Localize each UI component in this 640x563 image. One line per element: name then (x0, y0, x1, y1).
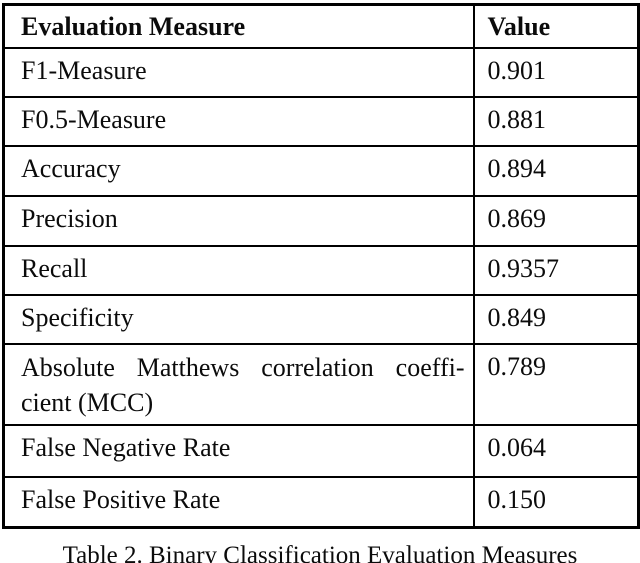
table-row-f1: F1-Measure 0.901 (2, 46, 640, 98)
measure-line-1: Absolute Matthews correlation coeffi- (21, 352, 465, 382)
measure-line-2: cient (MCC) (21, 387, 154, 417)
column-header-evaluation-measure: Evaluation Measure (2, 3, 475, 49)
table-caption: Table 2. Binary Classification Evaluatio… (62, 542, 578, 563)
measure-cell: Precision (2, 194, 475, 247)
value-cell: 0.064 (472, 423, 640, 478)
table-row-false-positive-rate: False Positive Rate 0.150 (2, 475, 640, 529)
value-cell: 0.894 (472, 144, 640, 197)
table-row-specificity: Specificity 0.849 (2, 293, 640, 345)
measure-cell: Recall (2, 244, 475, 296)
table-row-precision: Precision 0.869 (2, 194, 640, 247)
table-row-f05: F0.5-Measure 0.881 (2, 95, 640, 147)
table-row-mcc: Absolute Matthews correlation coeffi- ci… (2, 342, 640, 426)
table-row-false-negative-rate: False Negative Rate 0.064 (2, 423, 640, 478)
value-cell: 0.789 (472, 342, 640, 426)
evaluation-measures-table: Evaluation Measure Value F1-Measure 0.90… (2, 3, 640, 529)
table-row-recall: Recall 0.9357 (2, 244, 640, 296)
measure-cell: Specificity (2, 293, 475, 345)
value-cell: 0.881 (472, 95, 640, 147)
measure-cell: False Negative Rate (2, 423, 475, 478)
measure-cell: Accuracy (2, 144, 475, 197)
table-header-row: Evaluation Measure Value (2, 3, 640, 49)
measure-cell: False Positive Rate (2, 475, 475, 529)
value-cell: 0.849 (472, 293, 640, 345)
measure-cell: Absolute Matthews correlation coeffi- ci… (2, 342, 475, 426)
measure-cell: F0.5-Measure (2, 95, 475, 147)
value-cell: 0.150 (472, 475, 640, 529)
table-row-accuracy: Accuracy 0.894 (2, 144, 640, 197)
value-cell: 0.869 (472, 194, 640, 247)
value-cell: 0.9357 (472, 244, 640, 296)
column-header-value: Value (472, 3, 640, 49)
measure-cell: F1-Measure (2, 46, 475, 98)
value-cell: 0.901 (472, 46, 640, 98)
